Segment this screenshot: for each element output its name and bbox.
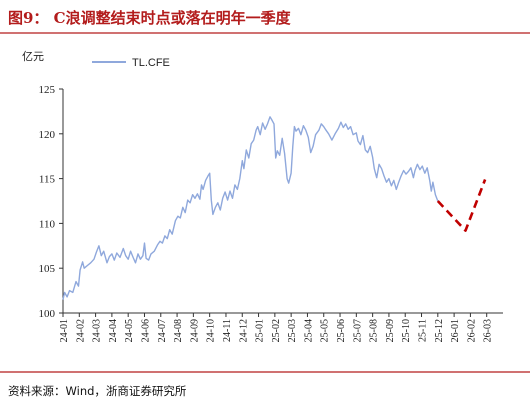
y-tick-label: 115 (39, 174, 56, 186)
x-tick-label: 26-02 (466, 319, 477, 342)
x-tick-label: 25-05 (320, 319, 331, 342)
legend-label: TL.CFE (132, 57, 170, 69)
x-tick-label: 24-11 (222, 319, 233, 342)
y-tick-label: 110 (39, 218, 56, 230)
x-tick-label: 24-08 (173, 319, 184, 342)
x-tick-label: 24-04 (108, 319, 119, 342)
x-tick-label: 24-10 (206, 319, 217, 342)
plot-area: 100 105 110 115 120 125 24-01 24-02 24-03 24-04 24… (39, 84, 503, 342)
x-tick-label: 24-06 (140, 319, 151, 342)
y-tick-label: 120 (39, 129, 56, 141)
x-tick-label: 25-06 (336, 319, 347, 342)
x-tick-label: 25-10 (401, 319, 412, 342)
x-tick-label: 24-09 (189, 319, 200, 342)
x-tick-label: 24-07 (157, 319, 168, 342)
projection-line (436, 179, 487, 232)
x-tick-label: 24-01 (59, 319, 70, 342)
x-tick-label: 25-09 (385, 319, 396, 342)
x-tick-label: 26-03 (483, 319, 494, 342)
figure-title: 图9： C浪调整结束时点或落在明年一季度 (8, 9, 292, 27)
y-tick-label: 100 (39, 308, 56, 320)
x-tick-label: 24-05 (124, 319, 135, 342)
x-tick-label: 25-12 (434, 319, 445, 342)
y-tick-label: 125 (39, 84, 56, 96)
x-tick-label: 25-08 (369, 319, 380, 342)
x-tick-label: 25-01 (255, 319, 266, 342)
source-note: 资料来源：Wind，浙商证券研究所 (8, 384, 187, 398)
series-line-tl-cfe (62, 116, 439, 300)
x-tick-label: 25-04 (303, 319, 314, 342)
x-tick-label: 24-02 (75, 319, 86, 342)
legend: TL.CFE (92, 57, 170, 69)
x-tick-label: 25-07 (352, 319, 363, 342)
x-tick-label: 25-02 (271, 319, 282, 342)
x-tick-label: 25-11 (418, 319, 429, 342)
x-tick-label: 24-03 (92, 319, 103, 342)
x-tick-label: 26-01 (450, 319, 461, 342)
y-axis-unit: 亿元 (22, 50, 44, 63)
x-tick-label: 24-12 (238, 319, 249, 342)
x-tick-label: 25-03 (287, 319, 298, 342)
y-tick-label: 105 (39, 263, 56, 275)
